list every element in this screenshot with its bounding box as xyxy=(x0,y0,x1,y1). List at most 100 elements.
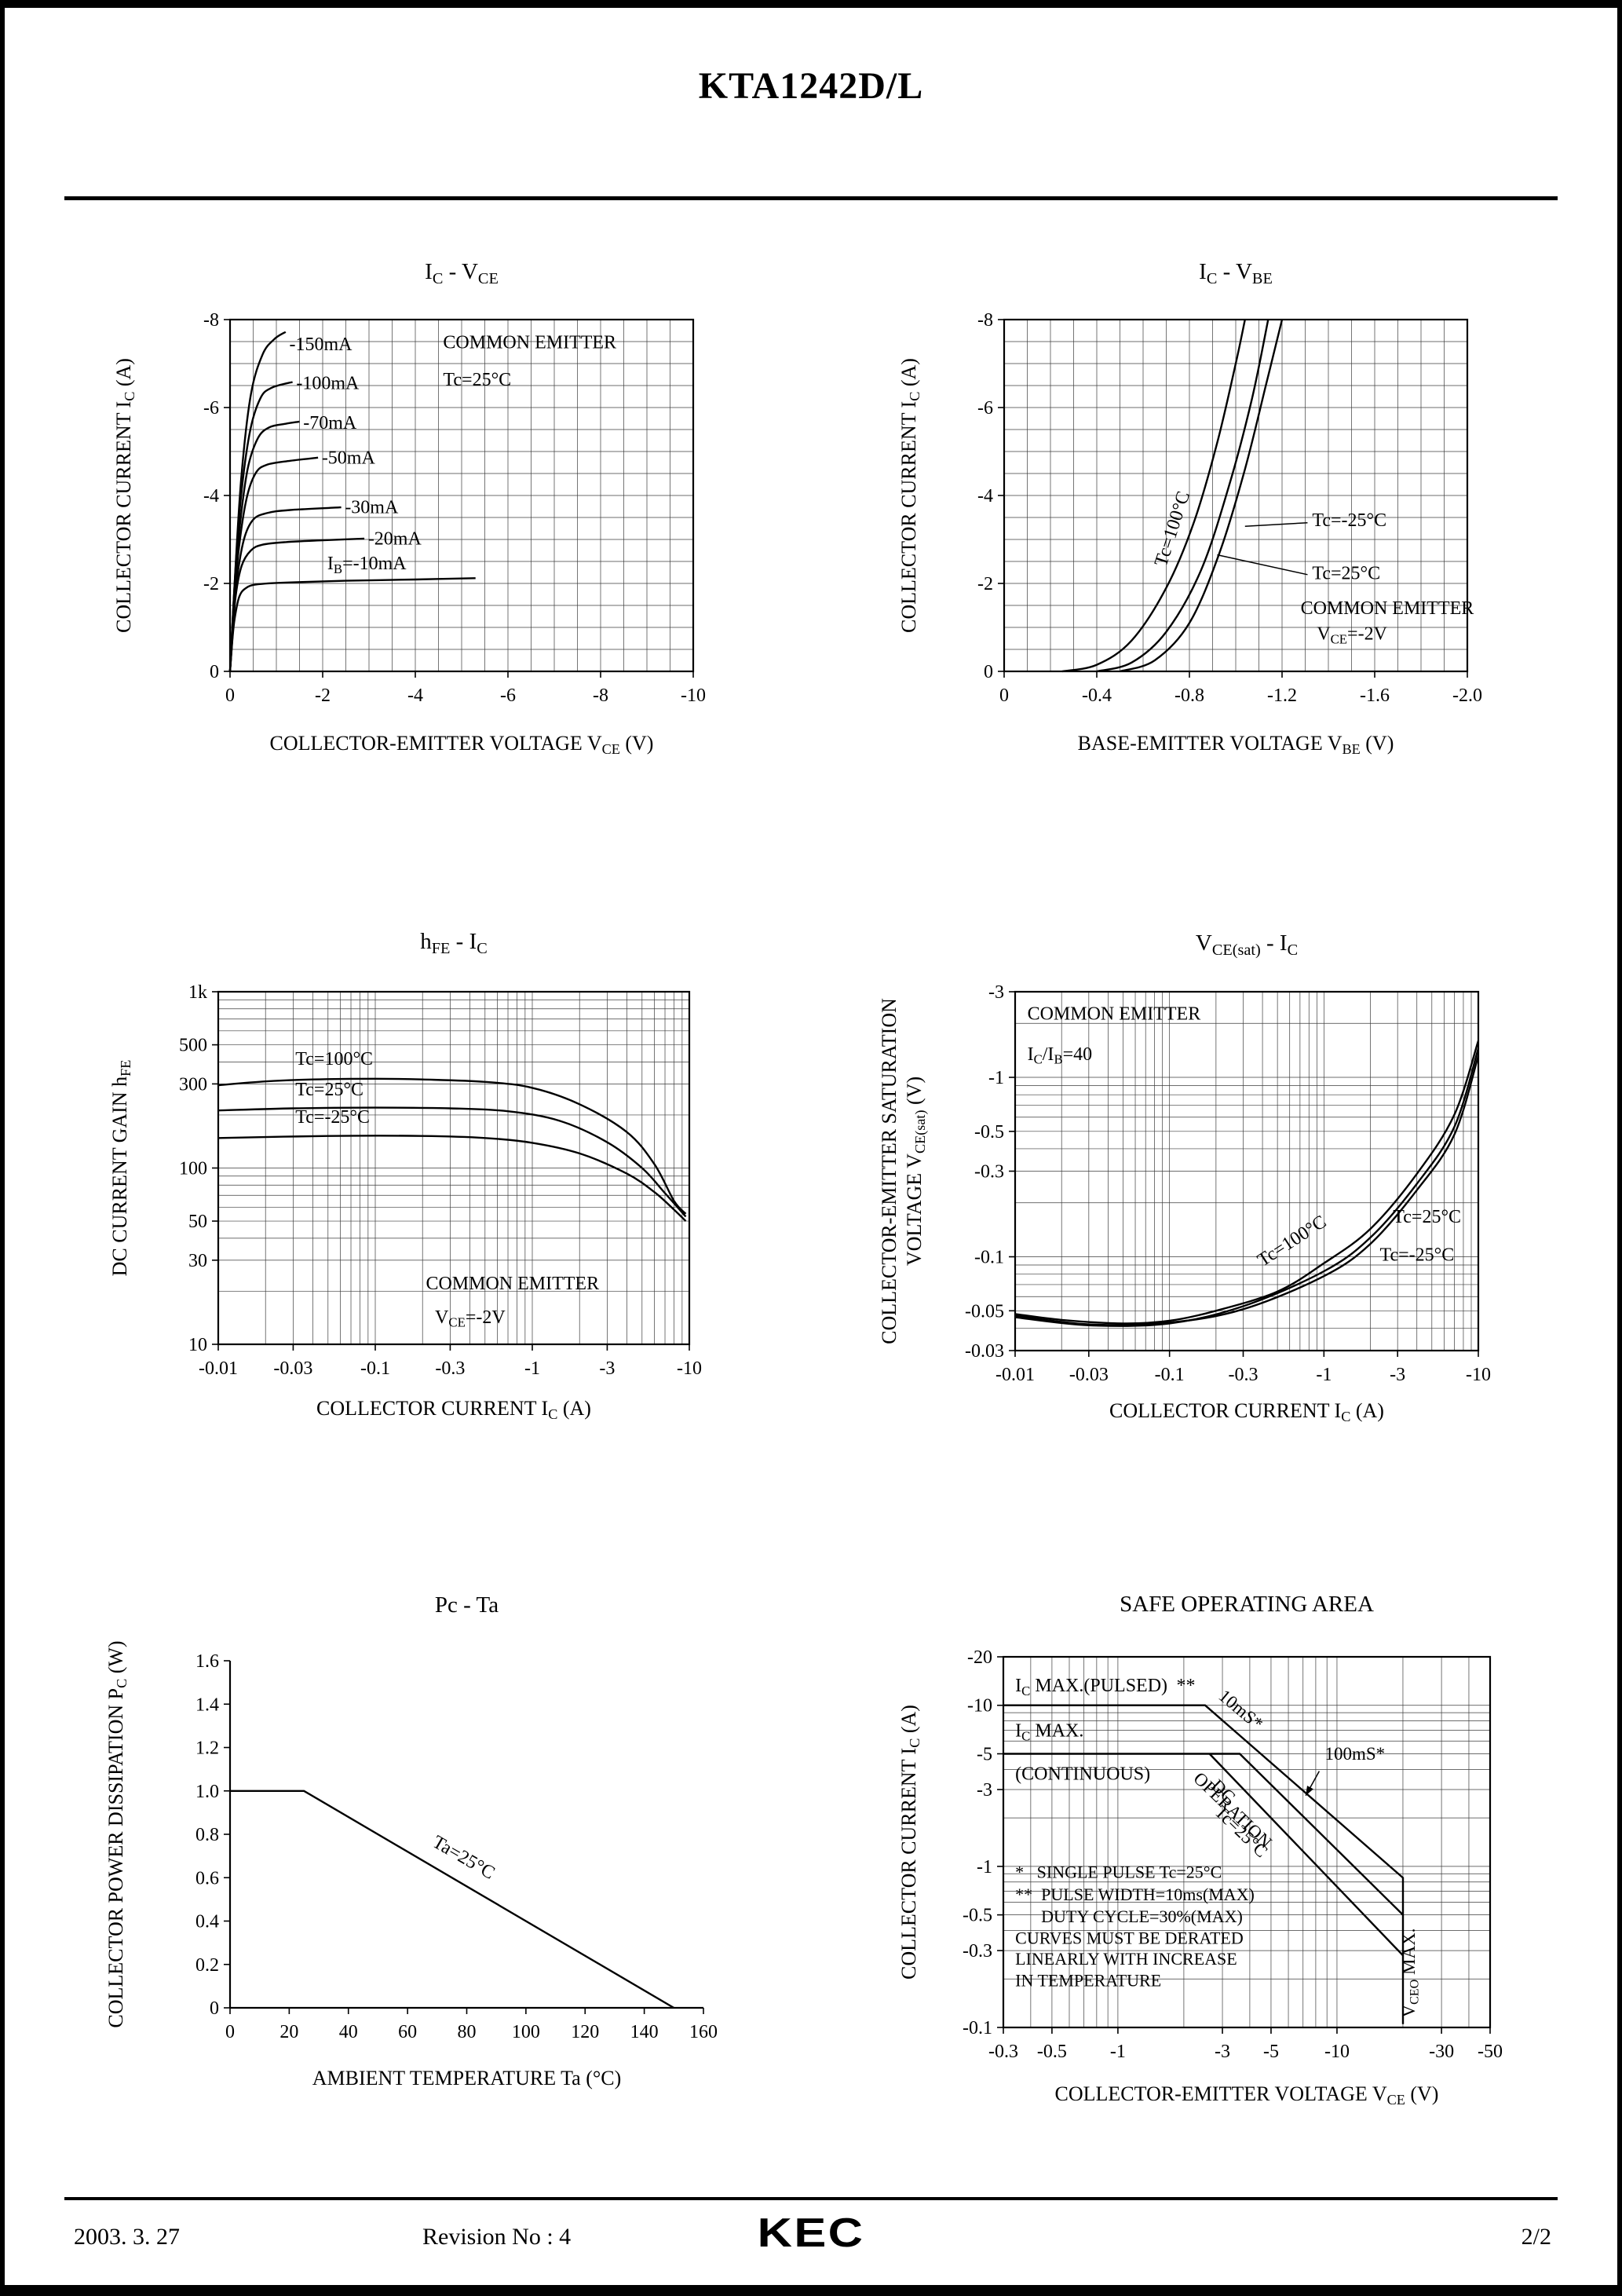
y-tick-label: 1.6 xyxy=(195,1651,219,1672)
grid xyxy=(218,992,689,1344)
y-axis-title: COLLECTOR CURRENT IC (A) xyxy=(897,358,922,633)
chart-ic-vce: 0 -2 -4 -6 -8 -10 0 -2 -4 -6 -8 -150mA -100mA -70mA -5… xyxy=(112,259,706,757)
chart-annotation: Ta=25°C xyxy=(429,1832,498,1884)
x-tick-label: 40 xyxy=(339,2022,358,2042)
x-tick-label: -0.1 xyxy=(1155,1365,1185,1385)
x-tick-label: 60 xyxy=(398,2022,417,2042)
x-tick-label: -0.03 xyxy=(1069,1365,1109,1385)
curve xyxy=(217,1135,687,1222)
chart-annotation: Tc=-25°C xyxy=(1379,1245,1454,1266)
curve xyxy=(1003,1704,1405,2024)
y-tick-label: 1.0 xyxy=(195,1782,219,1802)
curve xyxy=(1014,1055,1480,1326)
y-tick-label: -8 xyxy=(203,310,219,331)
curve xyxy=(217,1077,687,1215)
chart-annotation: VCE=-2V xyxy=(435,1307,506,1330)
x-tick-label: -10 xyxy=(681,686,706,706)
chart-annotation: VCEO MAX. xyxy=(1399,1929,1422,2018)
y-tick-label: -4 xyxy=(203,486,219,506)
arrowhead xyxy=(1306,1786,1313,1796)
x-tick-label: -1.2 xyxy=(1267,686,1297,706)
grid xyxy=(1015,992,1478,1351)
y-tick-label: -6 xyxy=(977,398,993,419)
chart-annotation: LINEARLY WITH INCREASE xyxy=(1015,1949,1237,1969)
x-tick-label: -30 xyxy=(1429,2042,1454,2062)
chart-title: Pc - Ta xyxy=(435,1592,499,1618)
x-tick-label: 0 xyxy=(225,2022,235,2042)
y-tick-label: -0.03 xyxy=(965,1341,1004,1362)
y-tick-label: -20 xyxy=(967,1647,992,1668)
y-tick-label: 10 xyxy=(188,1335,207,1355)
y-tick-label: 100 xyxy=(179,1159,207,1179)
x-tick-label: 140 xyxy=(630,2022,659,2042)
x-tick-label: 0 xyxy=(225,686,235,706)
x-tick-label: 0 xyxy=(999,686,1009,706)
y-axis-title: COLLECTOR CURRENT IC (A) xyxy=(897,1705,922,1980)
x-tick-label: -0.3 xyxy=(435,1358,465,1379)
x-tick-label: 160 xyxy=(689,2022,718,2042)
footer-date: 2003. 3. 27 xyxy=(74,2224,180,2250)
part-number-title: KTA1242D/L xyxy=(698,65,924,107)
chart-annotation: (CONTINUOUS) xyxy=(1015,1764,1150,1785)
x-tick-label: -2 xyxy=(315,686,331,706)
x-tick-label: -8 xyxy=(593,686,608,706)
chart-annotation: Tc=25°C xyxy=(443,370,511,390)
curve xyxy=(228,456,319,672)
chart-pc-ta: 0 20 40 60 80 100 120 140 160 0 0.2 0.4 0.6 0.8 1.0 1.2… xyxy=(104,1592,718,2089)
chart-vcesat-ic: -0.01 -0.03 -0.1 -0.3 -1 -3 -10 -3 -1 -0.5 -0.3 -0.… xyxy=(878,930,1491,1424)
y-tick-label: 0.8 xyxy=(195,1825,219,1845)
curve xyxy=(1003,1753,1404,1916)
y-tick-label: -0.5 xyxy=(974,1122,1004,1143)
chart-annotation: COMMON EMITTER xyxy=(426,1274,599,1294)
chart-annotation: ** PULSE WIDTH=10ms(MAX) xyxy=(1015,1885,1255,1904)
grid xyxy=(230,320,693,671)
y-tick-label: -1 xyxy=(977,1857,992,1877)
y-tick-label: 1.2 xyxy=(195,1738,219,1759)
chart-annotation: COMMON EMITTER xyxy=(1301,598,1474,619)
y-tick-label: -3 xyxy=(988,982,1004,1003)
x-tick-label: -0.01 xyxy=(199,1358,238,1379)
y-axis-title: COLLECTOR-EMITTER SATURATION xyxy=(878,998,901,1344)
x-tick-label: -0.4 xyxy=(1082,686,1112,706)
y-tick-label: -4 xyxy=(977,486,993,506)
chart-annotation: Tc=100°C xyxy=(1254,1212,1330,1271)
y-tick-label: 0 xyxy=(210,662,219,682)
x-tick-label: -50 xyxy=(1478,2042,1503,2062)
y-tick-label: -5 xyxy=(977,1744,992,1764)
x-tick-label: -10 xyxy=(677,1358,702,1379)
leader-line xyxy=(1217,554,1308,576)
x-tick-label: -0.01 xyxy=(995,1365,1035,1385)
y-tick-label: -0.1 xyxy=(974,1248,1004,1268)
x-axis-title: COLLECTOR CURRENT IC (A) xyxy=(1109,1399,1384,1424)
y-tick-label: 0.2 xyxy=(195,1955,219,1976)
x-tick-label: -5 xyxy=(1263,2042,1279,2062)
curve xyxy=(228,331,287,672)
footer-revision: Revision No : 4 xyxy=(422,2224,572,2250)
footer-page-number: 2/2 xyxy=(1521,2224,1551,2250)
chart-annotation: Tc=-25°C xyxy=(1312,510,1386,531)
chart-annotation: -50mA xyxy=(322,448,376,469)
chart-annotation: Tc=100°C xyxy=(1151,489,1194,569)
x-tick-label: -0.1 xyxy=(360,1358,390,1379)
y-tick-label: -6 xyxy=(203,398,219,419)
x-tick-label: -10 xyxy=(1324,2042,1350,2062)
kec-logo: KEC xyxy=(757,2210,865,2256)
x-tick-label: 80 xyxy=(458,2022,477,2042)
x-tick-label: -4 xyxy=(407,686,423,706)
y-axis-title: VOLTAGE VCE(sat) (V) xyxy=(903,1077,929,1266)
chart-title: hFE - IC xyxy=(420,929,488,957)
chart-annotation: ** xyxy=(1176,1676,1195,1696)
chart-annotation: Tc=100°C xyxy=(295,1049,373,1069)
chart-annotation: CURVES MUST BE DERATED xyxy=(1015,1929,1244,1948)
chart-title: SAFE OPERATING AREA xyxy=(1120,1592,1374,1617)
y-tick-label: -0.1 xyxy=(963,2018,992,2038)
chart-annotation: IN TEMPERATURE xyxy=(1015,1971,1161,1991)
y-axis-title: DC CURRENT GAIN hFE xyxy=(108,1060,133,1277)
leader-line xyxy=(1244,521,1308,527)
y-tick-label: -1 xyxy=(988,1068,1004,1088)
y-tick-label: 1k xyxy=(188,982,207,1003)
chart-annotation: Tc=25°C xyxy=(295,1080,363,1100)
chart-annotation: COMMON EMITTER xyxy=(1028,1004,1201,1024)
chart-title: IC - VBE xyxy=(1199,259,1273,287)
x-tick-label: -3 xyxy=(1215,2042,1230,2062)
